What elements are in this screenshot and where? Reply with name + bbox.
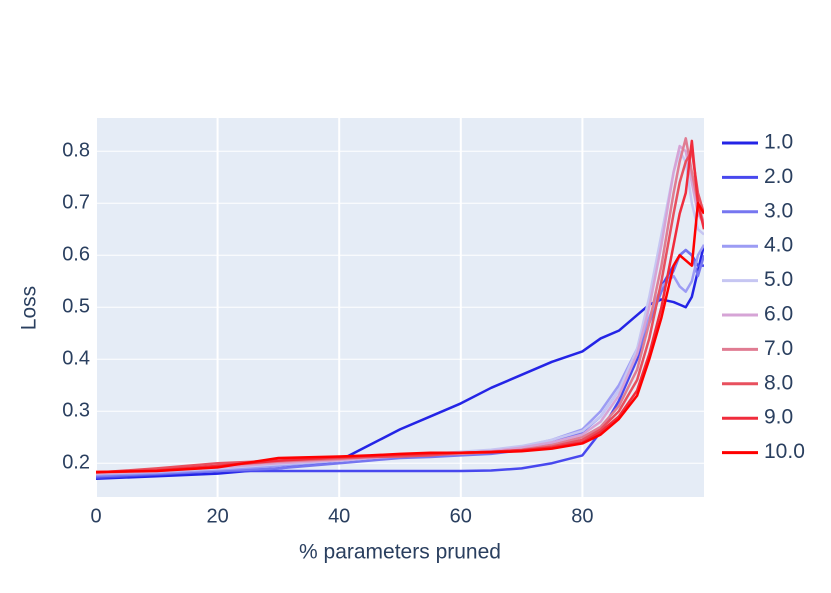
y-axis-title: Loss bbox=[18, 286, 41, 330]
legend-label: 6.0 bbox=[764, 303, 793, 326]
y-tick-label: 0.6 bbox=[62, 244, 90, 266]
x-tick-label: 0 bbox=[90, 505, 101, 527]
y-tick-label: 0.3 bbox=[62, 399, 90, 421]
legend-label: 3.0 bbox=[764, 199, 793, 222]
legend-label: 10.0 bbox=[764, 440, 805, 463]
x-axis-title: % parameters pruned bbox=[299, 541, 501, 564]
y-tick-label: 0.5 bbox=[62, 296, 90, 318]
legend-label: 5.0 bbox=[764, 268, 793, 291]
x-tick-label: 40 bbox=[328, 505, 350, 527]
legend-label: 1.0 bbox=[764, 131, 793, 154]
y-tick-label: 0.2 bbox=[62, 451, 90, 473]
legend-label: 2.0 bbox=[764, 165, 793, 188]
legend-label: 8.0 bbox=[764, 371, 793, 394]
line bbox=[96, 202, 704, 474]
y-tick-label: 0.4 bbox=[62, 348, 90, 370]
x-tick-label: 60 bbox=[450, 505, 472, 527]
x-tick-label: 80 bbox=[571, 505, 593, 527]
x-tick-label: 20 bbox=[206, 505, 228, 527]
legend-label: 7.0 bbox=[764, 337, 793, 360]
legend-label: 4.0 bbox=[764, 234, 793, 257]
y-tick-label: 0.7 bbox=[62, 192, 90, 214]
legend-label: 9.0 bbox=[764, 406, 793, 429]
y-tick-label: 0.8 bbox=[62, 140, 90, 162]
line bbox=[96, 248, 704, 478]
